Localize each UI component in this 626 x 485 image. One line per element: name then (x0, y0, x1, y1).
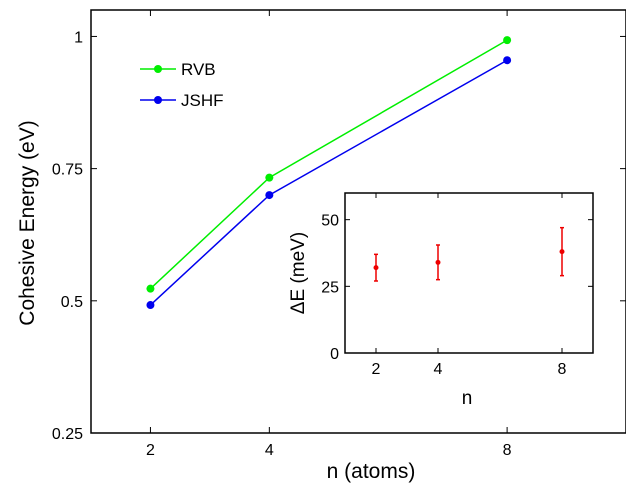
main-y-tick-label: 1 (74, 29, 83, 46)
main-y-tick-label: 0.5 (61, 294, 83, 311)
main-y-tick-label: 0.25 (52, 426, 83, 443)
main-x-axis-label: n (atoms) (327, 460, 416, 483)
main-x-tick-label: 8 (503, 442, 512, 459)
main-y-axis-label: Cohesive Energy (eV) (16, 120, 39, 325)
inset-x-tick-label: 8 (558, 361, 567, 378)
main-y-tick-label: 0.75 (52, 162, 83, 179)
series-jshf-point (265, 191, 274, 200)
inset-y-tick-label: 0 (330, 346, 339, 363)
inset-x-tick-label: 2 (372, 361, 381, 378)
inset-y-tick-label: 25 (321, 279, 339, 296)
inset-plot-frame (344, 192, 594, 354)
inset-data-point (559, 249, 565, 255)
legend: RVB JSHF (140, 60, 224, 110)
inset-x-tick-label: 4 (434, 361, 443, 378)
inset-y-tick-label: 50 (321, 213, 339, 230)
series-rvb-point (265, 173, 274, 182)
main-plot-frame (90, 9, 626, 434)
legend-jshf-marker (154, 96, 162, 104)
legend-rvb-label: RVB (181, 60, 216, 79)
inset-x-axis-label: n (462, 388, 473, 409)
series-rvb-point (503, 36, 512, 45)
series-jshf-point (503, 56, 512, 65)
legend-jshf-label: JSHF (181, 91, 224, 110)
main-x-tick-label: 2 (146, 442, 155, 459)
main-x-tick-label: 4 (265, 442, 274, 459)
series-jshf-point (146, 301, 155, 310)
main-plot-area: 2 4 8 0.25 0.5 0.75 1 (52, 10, 626, 459)
inset-plot-area: 2 4 8 0 25 50 (321, 193, 593, 378)
legend-rvb-marker (154, 65, 162, 73)
inset-y-axis-label: ΔE (meV) (288, 232, 309, 314)
series-rvb-point (146, 284, 155, 293)
inset-data-point (373, 265, 379, 271)
inset-data-point (435, 259, 441, 265)
